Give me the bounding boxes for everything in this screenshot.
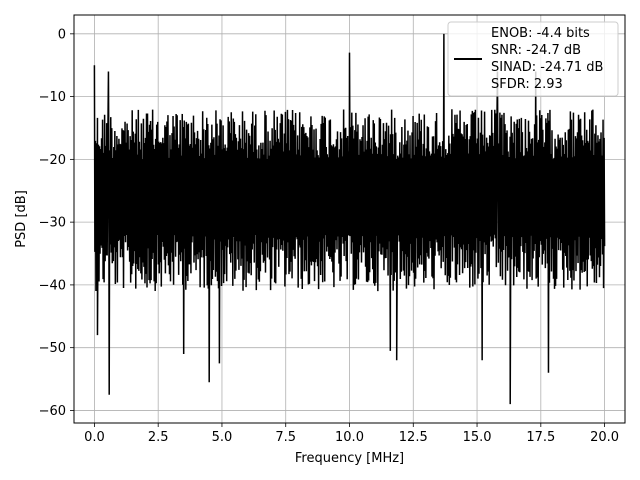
x-axis-label: Frequency [MHz] — [295, 451, 404, 466]
plot-frame — [73, 14, 626, 424]
x-tick-label: 17.5 — [526, 430, 555, 445]
x-tick-label: 10.0 — [335, 430, 364, 445]
legend-box — [447, 21, 619, 97]
x-tick-label: 15.0 — [463, 430, 492, 445]
y-tick-label: −40 — [39, 278, 66, 293]
y-tick-label: −50 — [39, 341, 66, 356]
y-axis-label: PSD [dB] — [14, 190, 29, 248]
y-tick-label: −60 — [39, 404, 66, 419]
x-ticks: 0.0 2.5 5.0 7.5 10.0 12.5 15.0 17.5 20.0 — [84, 423, 619, 445]
legend-line-snr: SNR: -24.7 dB — [491, 43, 581, 58]
legend: ENOB: -4.4 bits SNR: -24.7 dB SINAD: -24… — [447, 21, 619, 97]
x-tick-label: 0.0 — [84, 430, 105, 445]
y-tick-label: −30 — [39, 216, 66, 231]
x-tick-label: 20.0 — [590, 430, 619, 445]
y-tick-label: −10 — [39, 90, 66, 105]
series-layer — [93, 33, 606, 405]
x-tick-label: 12.5 — [399, 430, 428, 445]
y-tick-label: −20 — [39, 153, 66, 168]
y-ticks: 0 −10 −20 −30 −40 −50 −60 — [39, 27, 74, 419]
x-tick-label: 2.5 — [148, 430, 169, 445]
legend-line-sinad: SINAD: -24.71 dB — [491, 60, 603, 75]
x-tick-label: 7.5 — [275, 430, 296, 445]
y-tick-label: 0 — [58, 27, 66, 42]
psd-series-line — [93, 33, 606, 405]
legend-line-sfdr: SFDR: 2.93 — [491, 77, 563, 92]
legend-line-enob: ENOB: -4.4 bits — [491, 26, 590, 41]
x-tick-label: 5.0 — [212, 430, 233, 445]
